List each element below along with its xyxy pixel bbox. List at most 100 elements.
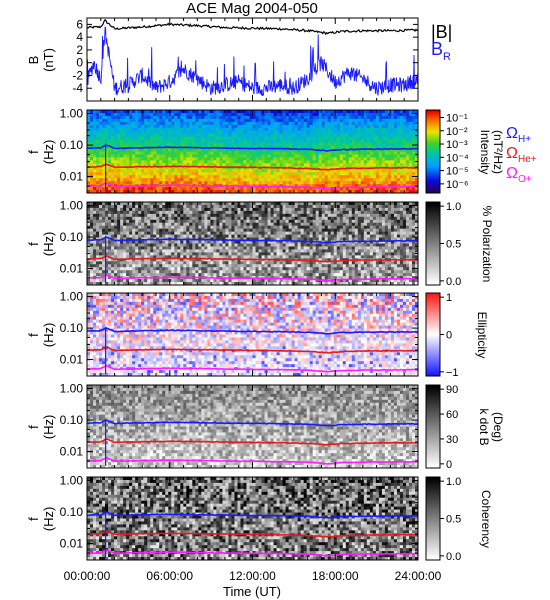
b-field-plot-area [86,18,419,96]
f-tick-label: 1.00 [60,199,84,213]
colorbar-tick-label: 90 [446,384,458,396]
colorbar-tick-label: 1 [446,292,452,304]
omega-he-line [86,530,419,538]
legend-b-magnitude: |B| [431,22,452,42]
k-dot-b-colorbar-unit: (Deg) [491,412,505,442]
polarization-colorbar [426,202,440,286]
legend-omega-h: ΩH+ [506,125,531,145]
x-tick-label: 12:00:00 [229,569,276,583]
polarization-panel: 1.00 0.10 0.01 f (Hz) 1.0 0.5 0.0 % Polariza… [26,199,494,288]
intensity-colorbar-label: Intensity [478,130,492,175]
legend-b-r-subscript: R [443,51,451,63]
intensity-spectrogram [86,110,419,194]
omega-o-line [86,549,419,557]
colorbar-tick-label: 10⁻³ [446,139,468,151]
b-field-y-tick-label: 0 [76,56,83,70]
coherency-colorbar [426,477,440,561]
omega-h-line [86,511,419,519]
polarization-ylabel: f [26,242,41,246]
coherency-colorbar-label: Coherency [479,490,493,548]
colorbar-tick-label: 0.0 [446,551,461,563]
intensity-y-ticks: 1.00 0.10 0.01 [60,107,418,187]
legend-omega-he: ΩHe+ [506,145,537,165]
colorbar-tick-label: 10⁻¹ [446,112,468,124]
omega-o-line [87,182,419,190]
x-tick-label: 18:00:00 [312,569,359,583]
omega-h-line [86,144,418,152]
omega-he-line [86,255,418,263]
k-dot-b-colorbar-label: k dot B [477,408,491,445]
legend-b-r: BR [431,39,451,63]
f-tick-label: 1.00 [60,107,84,121]
x-tick-label: 24:00:00 [395,569,442,583]
coherency-ylabel: f [26,517,41,521]
ellipticity-y-ticks: 1.00 0.10 0.01 [60,290,418,370]
f-tick-label: 0.01 [60,537,84,551]
colorbar-tick-label: 10⁻⁶ [446,179,469,191]
omega-o-line [86,274,419,282]
intensity-colorbar-frame [425,109,441,194]
f-tick-label: 0.10 [60,230,84,244]
b-field-yunit: (nT) [41,48,56,72]
coherency-y-ticks: 1.00 0.10 0.01 [60,474,418,554]
colorbar-tick-label: 10⁻⁴ [446,152,469,164]
colorbar-tick-label: 0 [446,330,452,342]
x-axis-label: Time (UT) [223,584,281,599]
colorbar-tick-label: 10⁻⁵ [446,166,469,178]
colorbar-tick-label: 30 [446,434,458,446]
polarization-colorbar-ticks: 1.0 0.5 0.0 [440,201,461,288]
f-tick-label: 1.00 [60,474,84,488]
ellipticity-spectrogram [86,293,419,377]
ellipticity-colorbar-label: Ellipticity [475,312,489,359]
b-magnitude-line [86,18,419,36]
colorbar-tick-label: 1.0 [446,476,461,488]
colorbar-tick-label: 1.0 [446,201,461,213]
figure-title: ACE Mag 2004-050 [186,0,318,17]
omega-he-line [86,163,419,171]
k-dot-b-spectrogram [86,385,419,469]
polarization-yunit: (Hz) [41,232,56,257]
coherency-panel: 1.00 0.10 0.01 f (Hz) 1.0 0.5 0.0 Coherency [26,474,493,563]
intensity-yunit: (Hz) [41,140,56,165]
polarization-colorbar-label: % Polarization [480,206,494,283]
colorbar-tick-label: 0.5 [446,239,461,251]
x-tick-label: 00:00:00 [64,569,111,583]
ellipticity-colorbar [426,293,440,377]
b-field-y-tick-label: -4 [72,81,83,95]
b-field-y-tick-label: 4 [76,30,83,44]
ellipticity-colorbar-ticks: 1 0 −1 [440,292,459,379]
omega-he-line [87,346,419,354]
ellipticity-yunit: (Hz) [41,323,56,348]
coherency-yunit: (Hz) [41,507,56,532]
k-dot-b-ylabel: f [26,425,41,429]
intensity-ylabel: f [26,150,41,154]
intensity-colorbar [426,110,440,194]
intensity-panel: 1.00 0.10 0.01 f (Hz) 10⁻¹ 10⁻²10⁻³10⁻⁴ 10⁻⁵… [26,107,537,194]
b-field-y-tick-label: 2 [76,43,83,57]
ellipticity-panel: 1.00 0.10 0.01 f (Hz) 1 0 −1 Ellipticity [26,290,489,379]
omega-h-line [86,236,419,244]
colorbar-tick-label: −1 [446,367,459,379]
f-tick-label: 0.01 [60,170,84,184]
f-tick-label: 0.10 [60,321,84,335]
polarization-y-ticks: 1.00 0.10 0.01 [60,199,418,279]
k-dot-b-colorbar-ticks: 90 60 30 0 [440,384,458,471]
k-dot-b-colorbar [426,385,440,469]
polarization-spectrogram [86,202,419,286]
omega-o-line [86,456,419,465]
x-axis-ticks: 00:00:00 06:00:00 12:00:00 18:00:00 24:00:00 [64,18,442,583]
f-tick-label: 1.00 [60,290,84,304]
b-r-line [86,26,419,96]
coherency-colorbar-ticks: 1.0 0.5 0.0 [440,476,461,563]
colorbar-tick-label: 0 [446,459,452,471]
coherency-spectrogram [86,477,419,561]
omega-he-line [86,438,419,446]
omega-h-line [86,419,419,427]
colorbar-tick-label: 60 [446,409,458,421]
colorbar-tick-label: 0.5 [446,514,461,526]
ellipticity-ylabel: f [26,333,41,337]
k-dot-b-colorbar-frame [425,384,441,469]
